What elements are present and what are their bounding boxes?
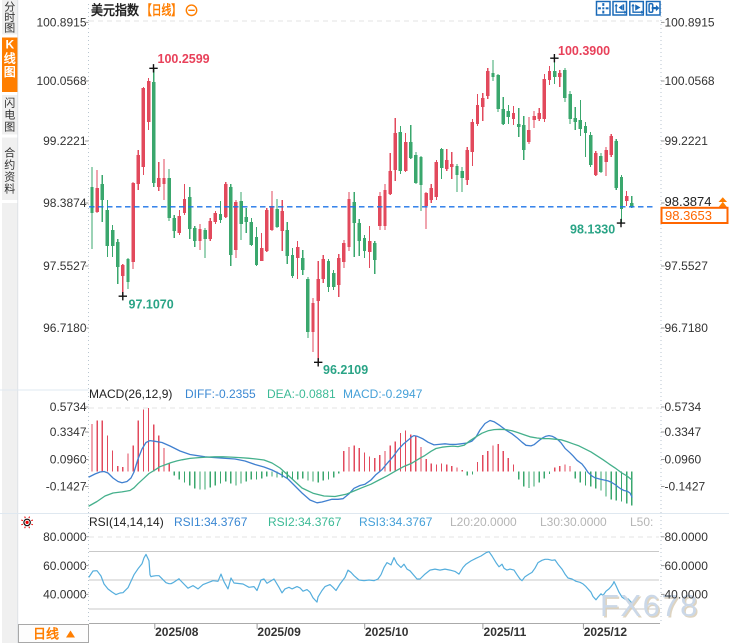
svg-text:美元指数: 美元指数 bbox=[91, 2, 139, 18]
svg-text:分: 分 bbox=[4, 1, 15, 14]
svg-text:98.3874: 98.3874 bbox=[43, 196, 87, 210]
svg-text:图: 图 bbox=[4, 65, 16, 79]
svg-text:40.0000: 40.0000 bbox=[665, 588, 709, 602]
svg-text:DIFF:-0.2355: DIFF:-0.2355 bbox=[185, 387, 256, 401]
svg-text:RSI(14,14,14): RSI(14,14,14) bbox=[89, 515, 164, 529]
svg-text:98.1330: 98.1330 bbox=[570, 223, 615, 237]
svg-text:100.8915: 100.8915 bbox=[36, 16, 86, 30]
svg-text:0.5734: 0.5734 bbox=[665, 400, 702, 414]
svg-text:RSI3:34.3767: RSI3:34.3767 bbox=[359, 515, 433, 529]
svg-text:电: 电 bbox=[4, 109, 15, 122]
svg-text:K: K bbox=[5, 38, 14, 52]
svg-text:96.2109: 96.2109 bbox=[323, 363, 368, 377]
svg-text:资: 资 bbox=[4, 171, 15, 184]
svg-text:60.0000: 60.0000 bbox=[43, 559, 87, 573]
svg-text:2025/08: 2025/08 bbox=[155, 625, 199, 639]
svg-text:100.8915: 100.8915 bbox=[665, 16, 715, 30]
svg-text:2025/12: 2025/12 bbox=[584, 625, 628, 639]
svg-text:RSI2:34.3767: RSI2:34.3767 bbox=[268, 515, 342, 529]
svg-text:98.3874: 98.3874 bbox=[665, 194, 712, 209]
svg-text:图: 图 bbox=[4, 120, 15, 133]
svg-text:MACD(26,12,9): MACD(26,12,9) bbox=[89, 387, 172, 401]
svg-text:99.2221: 99.2221 bbox=[665, 134, 709, 148]
svg-text:MACD:-0.2947: MACD:-0.2947 bbox=[343, 387, 423, 401]
svg-text:-0.1427: -0.1427 bbox=[46, 480, 87, 494]
svg-text:40.0000: 40.0000 bbox=[43, 588, 87, 602]
svg-text:100.0568: 100.0568 bbox=[36, 74, 86, 88]
svg-text:98.3653: 98.3653 bbox=[665, 208, 712, 223]
svg-text:RSI1:34.3767: RSI1:34.3767 bbox=[174, 515, 248, 529]
svg-text:0.3347: 0.3347 bbox=[50, 425, 87, 439]
svg-text:2025/10: 2025/10 bbox=[365, 625, 409, 639]
svg-text:闪: 闪 bbox=[4, 96, 15, 110]
svg-text:97.1070: 97.1070 bbox=[129, 298, 174, 312]
svg-text:97.5527: 97.5527 bbox=[665, 259, 709, 273]
svg-text:L30:30.0000: L30:30.0000 bbox=[540, 515, 607, 529]
svg-text:99.2221: 99.2221 bbox=[43, 134, 87, 148]
svg-text:100.3900: 100.3900 bbox=[558, 44, 610, 58]
svg-text:FX678: FX678 bbox=[602, 590, 701, 625]
svg-text:96.7180: 96.7180 bbox=[43, 321, 87, 335]
svg-text:96.7180: 96.7180 bbox=[665, 321, 709, 335]
svg-text:100.2599: 100.2599 bbox=[158, 52, 210, 66]
svg-text:0.0960: 0.0960 bbox=[50, 453, 87, 467]
svg-text:线: 线 bbox=[4, 50, 16, 65]
svg-text:L50:: L50: bbox=[630, 515, 653, 529]
svg-text:图: 图 bbox=[4, 22, 15, 35]
svg-text:80.0000: 80.0000 bbox=[665, 530, 709, 544]
svg-text:2025/11: 2025/11 bbox=[484, 625, 527, 639]
svg-text:100.0568: 100.0568 bbox=[665, 74, 715, 88]
svg-text:日线: 日线 bbox=[33, 627, 59, 642]
svg-text:0.5734: 0.5734 bbox=[50, 400, 87, 414]
svg-text:FX678: FX678 bbox=[600, 588, 699, 623]
svg-text:时: 时 bbox=[4, 11, 15, 24]
svg-text:【日线】: 【日线】 bbox=[142, 2, 181, 18]
svg-text:-0.1427: -0.1427 bbox=[665, 480, 706, 494]
svg-text:DEA:-0.0881: DEA:-0.0881 bbox=[267, 387, 336, 401]
svg-text:0.3347: 0.3347 bbox=[665, 425, 702, 439]
svg-text:合: 合 bbox=[4, 146, 15, 160]
svg-text:料: 料 bbox=[4, 182, 15, 196]
svg-text:L20:20.0000: L20:20.0000 bbox=[450, 515, 517, 529]
svg-text:0.0960: 0.0960 bbox=[665, 453, 702, 467]
svg-text:97.5527: 97.5527 bbox=[43, 259, 87, 273]
svg-text:2025/09: 2025/09 bbox=[257, 625, 301, 639]
svg-text:80.0000: 80.0000 bbox=[43, 530, 87, 544]
svg-text:60.0000: 60.0000 bbox=[665, 559, 709, 573]
svg-text:约: 约 bbox=[4, 159, 15, 172]
